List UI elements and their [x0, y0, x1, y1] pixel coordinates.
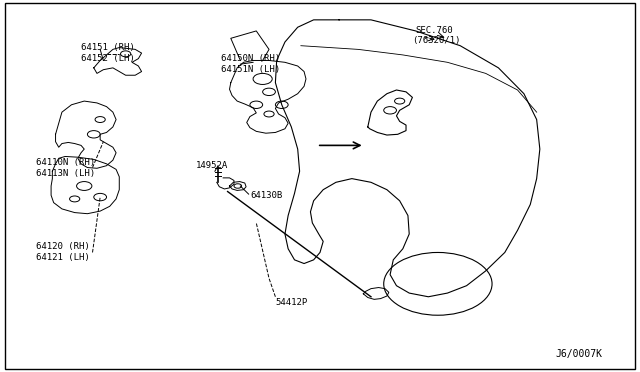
Text: 64151 (RH): 64151 (RH) [81, 43, 135, 52]
Text: 64120 (RH): 64120 (RH) [36, 243, 90, 251]
Text: 64121 (LH): 64121 (LH) [36, 253, 90, 263]
Text: 54412P: 54412P [275, 298, 308, 307]
Text: (76320/1): (76320/1) [412, 36, 461, 45]
Text: SEC.760: SEC.760 [415, 26, 453, 35]
Text: 64110N (RH): 64110N (RH) [36, 157, 95, 167]
Text: 14952A: 14952A [196, 161, 228, 170]
Text: J6/0007K: J6/0007K [556, 349, 603, 359]
Text: 64151N (LH): 64151N (LH) [221, 65, 280, 74]
Text: 64113N (LH): 64113N (LH) [36, 169, 95, 177]
Text: 64130B: 64130B [250, 191, 282, 200]
Text: 64152 (LH): 64152 (LH) [81, 54, 135, 63]
Text: 64150N (RH): 64150N (RH) [221, 54, 280, 63]
